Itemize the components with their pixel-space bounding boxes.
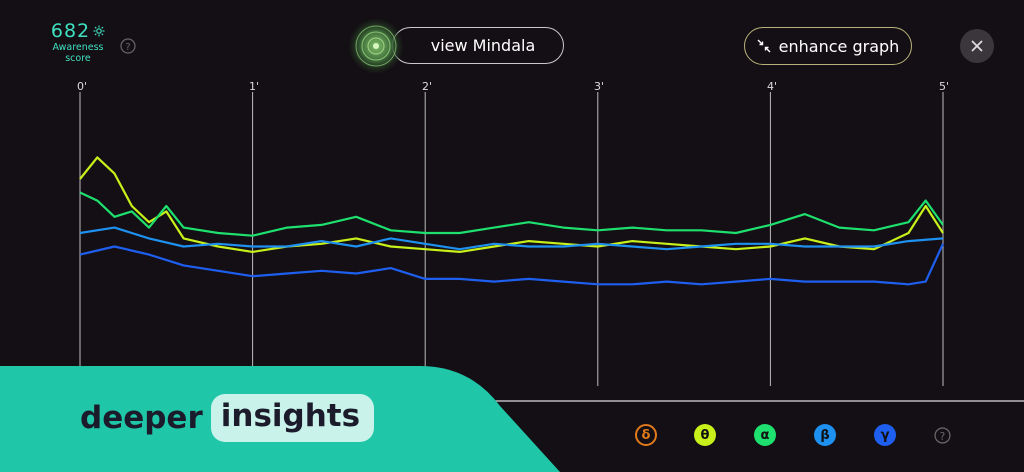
banner-title: deeper insights (80, 392, 375, 444)
help-icon[interactable]: ? (120, 38, 136, 54)
series-line (79, 156, 944, 253)
enhance-graph-button[interactable]: enhance graph (744, 27, 912, 65)
view-mindala-label: view Mindala (430, 36, 536, 55)
awareness-score-label: Awareness score (52, 42, 104, 64)
band-legend: δ θ α β γ ? (0, 424, 1024, 448)
awareness-score-value: 682 (50, 20, 91, 42)
gridlines (79, 92, 944, 386)
enhance-graph-label: enhance graph (778, 36, 900, 56)
mindala-orb-icon[interactable] (348, 18, 404, 74)
sun-icon (93, 25, 105, 37)
band-gamma-button[interactable]: γ (874, 424, 896, 446)
series-layer (79, 156, 945, 286)
band-beta-button[interactable]: β (814, 424, 836, 446)
tick-label: 0' (77, 80, 88, 93)
series-line (79, 226, 944, 251)
band-alpha-button[interactable]: α (754, 424, 776, 446)
band-gamma-label: γ (880, 427, 890, 443)
help-icon[interactable]: ? (934, 427, 951, 444)
svg-text:?: ? (940, 430, 946, 443)
band-delta-button[interactable]: δ (635, 424, 657, 446)
tick-label: 1' (249, 80, 260, 93)
tick-label: 4' (767, 80, 778, 93)
enhance-arrows-icon (757, 39, 771, 53)
banner-word-insights: insights (210, 394, 375, 442)
band-delta-label: δ (641, 427, 651, 443)
tick-label: 2' (422, 80, 433, 93)
banner-word-deeper: deeper (80, 400, 203, 436)
series-line (79, 243, 945, 286)
band-theta-button[interactable]: θ (694, 424, 716, 446)
tick-label: 3' (594, 80, 605, 93)
svg-text:?: ? (125, 42, 130, 53)
close-icon (971, 40, 983, 52)
tick-label: 5' (939, 80, 950, 93)
band-theta-label: θ (700, 427, 710, 443)
close-button[interactable] (960, 29, 994, 63)
awareness-score: 682 Awareness score (48, 20, 108, 64)
band-alpha-label: α (760, 427, 770, 443)
band-beta-label: β (820, 427, 830, 443)
series-line (79, 191, 944, 237)
